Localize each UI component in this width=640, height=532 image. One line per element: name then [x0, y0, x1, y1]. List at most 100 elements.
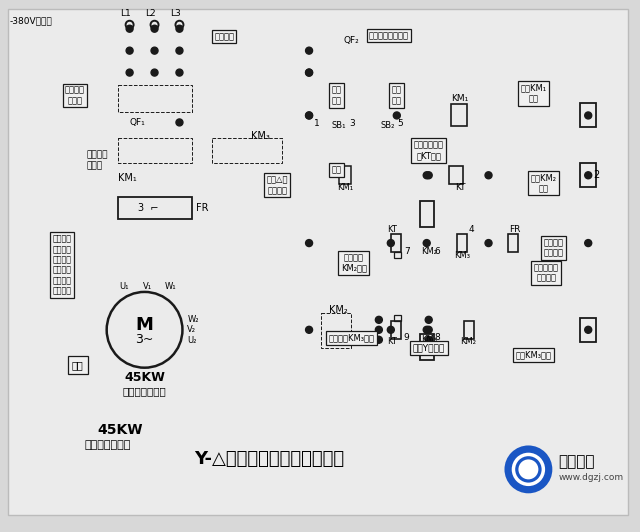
Text: FR: FR [509, 225, 521, 234]
Text: 45KW: 45KW [124, 371, 165, 384]
Text: 延时接通KM₃线圈: 延时接通KM₃线圈 [329, 333, 375, 342]
Text: 3~: 3~ [136, 333, 154, 346]
Bar [118, 138, 193, 163]
Circle shape [176, 69, 183, 76]
Circle shape [305, 112, 312, 119]
Text: V₁: V₁ [143, 282, 152, 292]
Text: 接成Y形起动: 接成Y形起动 [413, 343, 445, 352]
Circle shape [305, 326, 312, 333]
Bar [321, 313, 351, 348]
Circle shape [376, 336, 382, 343]
Text: 电工之家: 电工之家 [558, 454, 595, 469]
Circle shape [151, 47, 158, 54]
Text: KM₂: KM₂ [461, 337, 477, 346]
Circle shape [305, 112, 312, 119]
Text: ⚡: ⚡ [522, 460, 534, 478]
Circle shape [305, 69, 312, 76]
Text: KM₃: KM₃ [454, 251, 470, 260]
Circle shape [176, 25, 183, 32]
Text: QF₂: QF₂ [344, 36, 360, 45]
Circle shape [504, 445, 552, 493]
Bar [456, 234, 467, 252]
Text: 6: 6 [435, 246, 440, 255]
Text: -380V输入端: -380V输入端 [10, 16, 52, 25]
Text: L1: L1 [120, 9, 131, 18]
Text: 3  ⌐: 3 ⌐ [138, 203, 158, 213]
Text: KT: KT [387, 225, 397, 234]
Text: FR: FR [196, 203, 209, 213]
Circle shape [423, 326, 430, 333]
Text: 8: 8 [435, 333, 440, 342]
Text: 电动机过
载时，此
热元件发
热弯曲，
推动控制
触点断开: 电动机过 载时，此 热元件发 热弯曲， 推动控制 触点断开 [52, 235, 71, 295]
Bar [580, 163, 596, 187]
Circle shape [387, 239, 394, 246]
Circle shape [394, 112, 400, 119]
Text: SB₂: SB₂ [381, 121, 396, 130]
Text: 起动
控制: 起动 控制 [392, 86, 402, 105]
Circle shape [305, 239, 312, 246]
Circle shape [425, 336, 432, 343]
Text: 控制电动
机电源: 控制电动 机电源 [87, 151, 108, 170]
Text: KM₃: KM₃ [420, 335, 436, 344]
Circle shape [518, 460, 538, 479]
Text: W₂: W₂ [188, 315, 199, 325]
Circle shape [387, 326, 394, 333]
Text: KT: KT [387, 337, 397, 346]
Circle shape [425, 317, 432, 323]
Text: 停止
控制: 停止 控制 [332, 86, 342, 105]
Text: 过载时此
触点断开: 过载时此 触点断开 [543, 238, 563, 258]
Text: 主回路短
路保护: 主回路短 路保护 [65, 86, 84, 105]
Text: 控制KM₁
触点: 控制KM₁ 触点 [520, 84, 547, 103]
Circle shape [585, 326, 592, 333]
Text: 三相异步电动机: 三相异步电动机 [123, 387, 166, 397]
Circle shape [376, 317, 382, 323]
Text: KM₁: KM₁ [118, 173, 136, 183]
Circle shape [423, 239, 430, 246]
Circle shape [425, 172, 432, 179]
Text: 接触器常闭
触点互锁: 接触器常闭 触点互锁 [534, 263, 559, 282]
Bar [118, 197, 193, 219]
Text: 控制回路短路保护: 控制回路短路保护 [369, 31, 409, 40]
Text: 接成△形
全压运转: 接成△形 全压运转 [266, 176, 288, 195]
Bar [580, 318, 596, 342]
Text: KM₂: KM₂ [420, 246, 436, 255]
Text: KT: KT [454, 182, 465, 192]
Circle shape [126, 47, 133, 54]
Circle shape [485, 239, 492, 246]
Circle shape [376, 326, 382, 333]
Text: M: M [136, 316, 154, 334]
Text: 延时切断
KM₂线圈: 延时切断 KM₂线圈 [341, 253, 367, 273]
Bar [391, 321, 401, 339]
Text: 控制KM₂
触点: 控制KM₂ 触点 [531, 173, 556, 193]
Text: Y-△降压启动自动控制电路图: Y-△降压启动自动控制电路图 [194, 451, 344, 468]
Bar [463, 321, 474, 339]
Bar [212, 138, 282, 163]
Bar [508, 234, 518, 252]
Text: KM₁: KM₁ [451, 94, 468, 103]
Text: 9: 9 [404, 333, 410, 342]
Text: KM₁: KM₁ [337, 182, 353, 192]
Bar [451, 104, 467, 127]
Bar [580, 104, 596, 128]
Circle shape [305, 69, 312, 76]
Bar [118, 85, 193, 112]
Text: 45KW: 45KW [97, 422, 142, 437]
Text: www.dgzj.com: www.dgzj.com [558, 473, 623, 482]
Bar [391, 234, 401, 252]
Bar [394, 315, 401, 321]
Circle shape [485, 172, 492, 179]
Text: L3: L3 [170, 9, 181, 18]
Text: KM₂: KM₂ [329, 305, 348, 315]
Text: 控制KM₃触点: 控制KM₃触点 [515, 350, 552, 359]
Text: 3: 3 [349, 119, 355, 128]
Text: 2: 2 [593, 170, 600, 180]
Circle shape [585, 239, 592, 246]
Text: 三相电源: 三相电源 [214, 32, 234, 41]
Text: 4: 4 [468, 225, 474, 234]
Circle shape [176, 119, 183, 126]
Text: 拖动: 拖动 [72, 360, 84, 370]
Text: SB₁: SB₁ [332, 121, 346, 130]
Text: QF₁: QF₁ [130, 118, 145, 127]
Text: U₁: U₁ [120, 282, 129, 292]
Text: 7: 7 [404, 246, 410, 255]
